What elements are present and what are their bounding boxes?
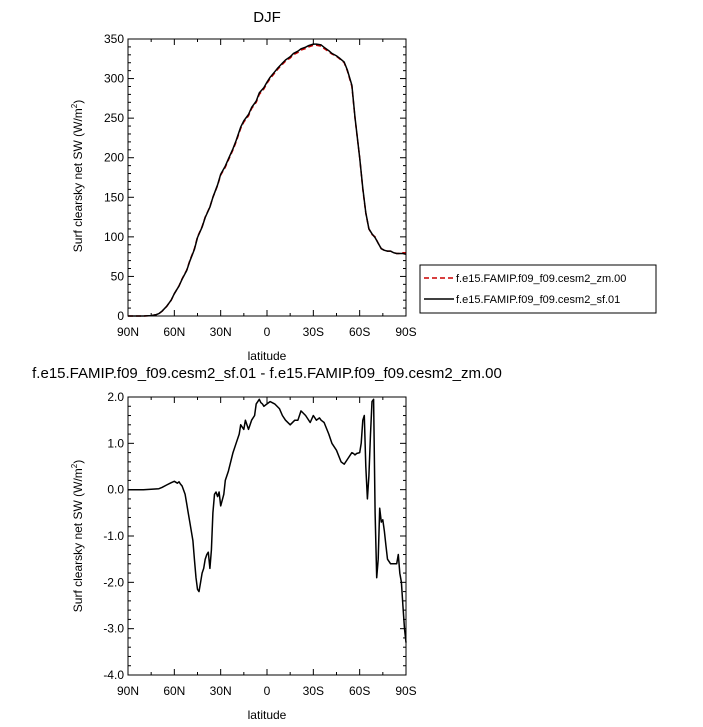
bottom-plot-frame xyxy=(127,396,407,676)
top-x-tick-label: 60S xyxy=(349,325,370,339)
legend-box xyxy=(419,264,657,314)
top-y-tick-label: 250 xyxy=(104,111,124,125)
bottom-x-tick-label: 30S xyxy=(303,684,324,698)
top-x-tick-label: 30N xyxy=(210,325,232,339)
top-series-line-1 xyxy=(128,44,406,317)
top-plot-frame xyxy=(127,38,407,317)
top-y-tick-label: 0 xyxy=(117,309,124,323)
bottom-y-tick-label: -1.0 xyxy=(103,529,124,543)
top-tick-labels: 90N 60N 30N 0 30S 60S 90S 0 50 100 150 200 250 300 350 xyxy=(104,32,417,339)
top-x-tick-label: 0 xyxy=(264,325,271,339)
bottom-x-tick-label: 60N xyxy=(163,684,185,698)
top-y-axis-title-sup: 2 xyxy=(70,103,79,108)
top-x-axis-title: latitude xyxy=(248,349,287,363)
top-y-axis-title: Surf clearsky net SW (W/m2) xyxy=(70,100,85,252)
top-y-tick-label: 100 xyxy=(104,230,124,244)
bottom-y-axis-title-sup: 2 xyxy=(70,463,79,468)
bottom-tick-labels: 90N 60N 30N 0 30S 60S 90S 2.0 1.0 0.0 -1.0 -2.0 -3.0… xyxy=(103,390,416,698)
top-y-axis-title-tail: ) xyxy=(71,100,85,104)
top-x-tick-label: 60N xyxy=(163,325,185,339)
top-series-group xyxy=(128,43,407,317)
svg-text:Surf clearsky net SW (W/m2): Surf clearsky net SW (W/m2) xyxy=(70,100,85,252)
legend-label-zm: f.e15.FAMIP.f09_f09.cesm2_zm.00 xyxy=(456,273,626,285)
bottom-y-tick-label: -3.0 xyxy=(103,622,124,636)
bottom-y-tick-label: 1.0 xyxy=(107,436,124,450)
bottom-y-tick-label: 0.0 xyxy=(107,483,124,497)
bottom-series-group xyxy=(128,398,407,643)
bottom-chart-title: f.e15.FAMIP.f09_f09.cesm2_sf.01 - f.e15.… xyxy=(32,365,502,382)
bottom-panel: f.e15.FAMIP.f09_f09.cesm2_sf.01 - f.e15.… xyxy=(32,365,502,722)
bottom-y-axis-title-tail: ) xyxy=(71,460,85,464)
bottom-series-line-1 xyxy=(128,398,407,643)
top-x-tick-label: 90N xyxy=(117,325,139,339)
top-chart-title: DJF xyxy=(253,9,281,26)
bottom-y-tick-label: -4.0 xyxy=(103,668,124,682)
legend-label-sf: f.e15.FAMIP.f09_f09.cesm2_sf.01 xyxy=(456,294,620,306)
bottom-x-tick-label: 90S xyxy=(395,684,416,698)
svg-text:Surf clearsky net SW (W/m2): Surf clearsky net SW (W/m2) xyxy=(70,460,85,612)
top-y-tick-label: 150 xyxy=(104,190,124,204)
top-y-tick-label: 350 xyxy=(104,32,124,46)
bottom-x-tick-label: 30N xyxy=(210,684,232,698)
top-x-tick-label: 30S xyxy=(303,325,324,339)
top-axis-ticks xyxy=(127,38,407,317)
bottom-y-axis-title: Surf clearsky net SW (W/m2) xyxy=(70,460,85,612)
top-y-axis-title-main: Surf clearsky net SW (W/m xyxy=(71,108,85,252)
top-series-line-2 xyxy=(128,43,407,317)
top-x-tick-label: 90S xyxy=(395,325,416,339)
bottom-x-tick-label: 60S xyxy=(349,684,370,698)
bottom-y-tick-label: -2.0 xyxy=(103,575,124,589)
bottom-y-axis-title-main: Surf clearsky net SW (W/m xyxy=(71,468,85,612)
bottom-y-tick-label: 2.0 xyxy=(107,390,124,404)
top-y-tick-label: 200 xyxy=(104,151,124,165)
bottom-x-tick-label: 90N xyxy=(117,684,139,698)
bottom-x-axis-title: latitude xyxy=(248,708,287,722)
top-y-tick-label: 300 xyxy=(104,72,124,86)
legend: f.e15.FAMIP.f09_f09.cesm2_zm.00 f.e15.FA… xyxy=(419,264,657,314)
top-y-tick-label: 50 xyxy=(111,269,125,283)
bottom-x-tick-label: 0 xyxy=(264,684,271,698)
top-panel: DJF Surf clearsky net SW (W/m2) 90N 60N 30… xyxy=(70,9,657,363)
